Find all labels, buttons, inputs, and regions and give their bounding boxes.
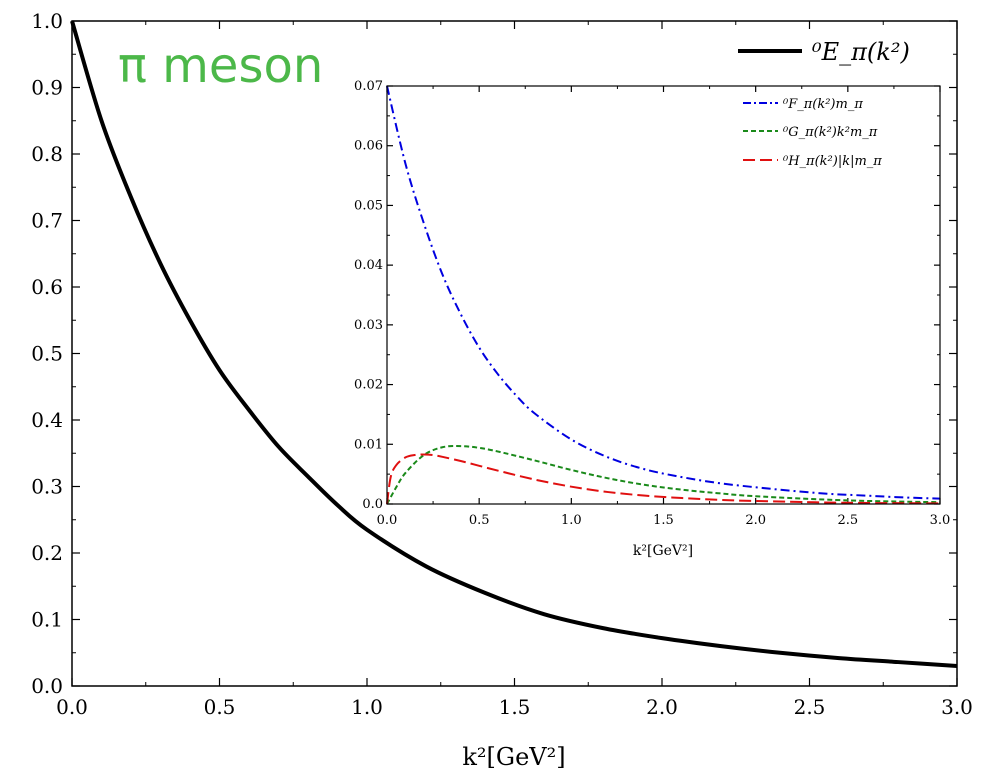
main-plot-area: [70, 20, 958, 669]
inset-background: [387, 86, 940, 504]
x-tick-label: 2.0: [646, 695, 678, 719]
x-tick-label: 2.0: [745, 513, 766, 528]
y-tick-label: 0.04: [354, 258, 383, 273]
inset-legend-label-g: ⁰G_π(k²)k²m_π: [782, 125, 878, 140]
inset-legend-label-f: ⁰F_π(k²)m_π: [782, 97, 863, 112]
y-tick-label: 0.01: [354, 437, 383, 452]
x-tick-label: 1.5: [653, 513, 674, 528]
inset-series-line-2: [386, 453, 941, 505]
x-tick-label: 0.0: [56, 695, 88, 719]
y-tick-label: 0.6: [31, 275, 63, 299]
x-tick-label: 1.0: [561, 513, 582, 528]
y-tick-label: 0.5: [31, 342, 63, 366]
inset-legend: ⁰F_π(k²)m_π ⁰G_π(k²)k²m_π ⁰H_π(k²)|k|m_π: [743, 97, 882, 169]
inset-series-line-0: [386, 85, 941, 500]
main-plot-frame: [71, 20, 958, 687]
x-tick-label: 2.5: [794, 695, 826, 719]
x-tick-label: 1.0: [351, 695, 383, 719]
y-tick-label: 0.0: [362, 497, 383, 512]
inset-plot-area: [386, 85, 941, 505]
y-tick-label: 0.0: [31, 674, 63, 698]
inset-legend-label-h: ⁰H_π(k²)|k|m_π: [782, 154, 882, 169]
main-x-axis-label: k²[GeV²]: [462, 743, 565, 771]
x-tick-label: 1.5: [499, 695, 531, 719]
y-tick-label: 0.07: [354, 79, 383, 94]
x-tick-label: 2.5: [837, 513, 858, 528]
x-tick-label: 0.5: [469, 513, 490, 528]
inset-plot-frame: [386, 85, 941, 505]
y-tick-label: 0.05: [354, 198, 383, 213]
y-tick-label: 0.03: [354, 318, 383, 333]
main-series-line-0: [70, 20, 958, 669]
pi-meson-annotation: π meson: [118, 38, 323, 94]
y-tick-label: 0.8: [31, 142, 63, 166]
y-tick-label: 0.2: [31, 541, 63, 565]
y-tick-label: 0.9: [31, 76, 63, 100]
y-tick-label: 1.0: [31, 9, 63, 33]
y-tick-label: 0.3: [31, 475, 63, 499]
y-tick-label: 0.1: [31, 608, 63, 632]
x-tick-label: 0.0: [377, 513, 398, 528]
x-tick-label: 0.5: [204, 695, 236, 719]
y-tick-label: 0.4: [31, 408, 63, 432]
x-tick-label: 3.0: [941, 695, 973, 719]
inset-axis-ticks: 0.0 0.5 1.0 1.5 2.0 2.5 3.0 0.0 0.01 0.02 0.03 0.04…: [354, 79, 950, 528]
x-tick-label: 3.0: [930, 513, 951, 528]
main-legend-label: ⁰E_π(k²): [811, 38, 910, 66]
inset-x-axis-label: k²[GeV²]: [633, 543, 693, 559]
y-tick-label: 0.7: [31, 209, 63, 233]
inset-series-line-1: [386, 445, 941, 505]
y-tick-label: 0.06: [354, 139, 383, 154]
main-legend: ⁰E_π(k²): [738, 38, 910, 66]
main-axis-ticks: 0.0 0.5 1.0 1.5 2.0 2.5 3.00.00.10.20.30.40.50…: [31, 9, 973, 719]
y-tick-label: 0.02: [354, 378, 383, 393]
